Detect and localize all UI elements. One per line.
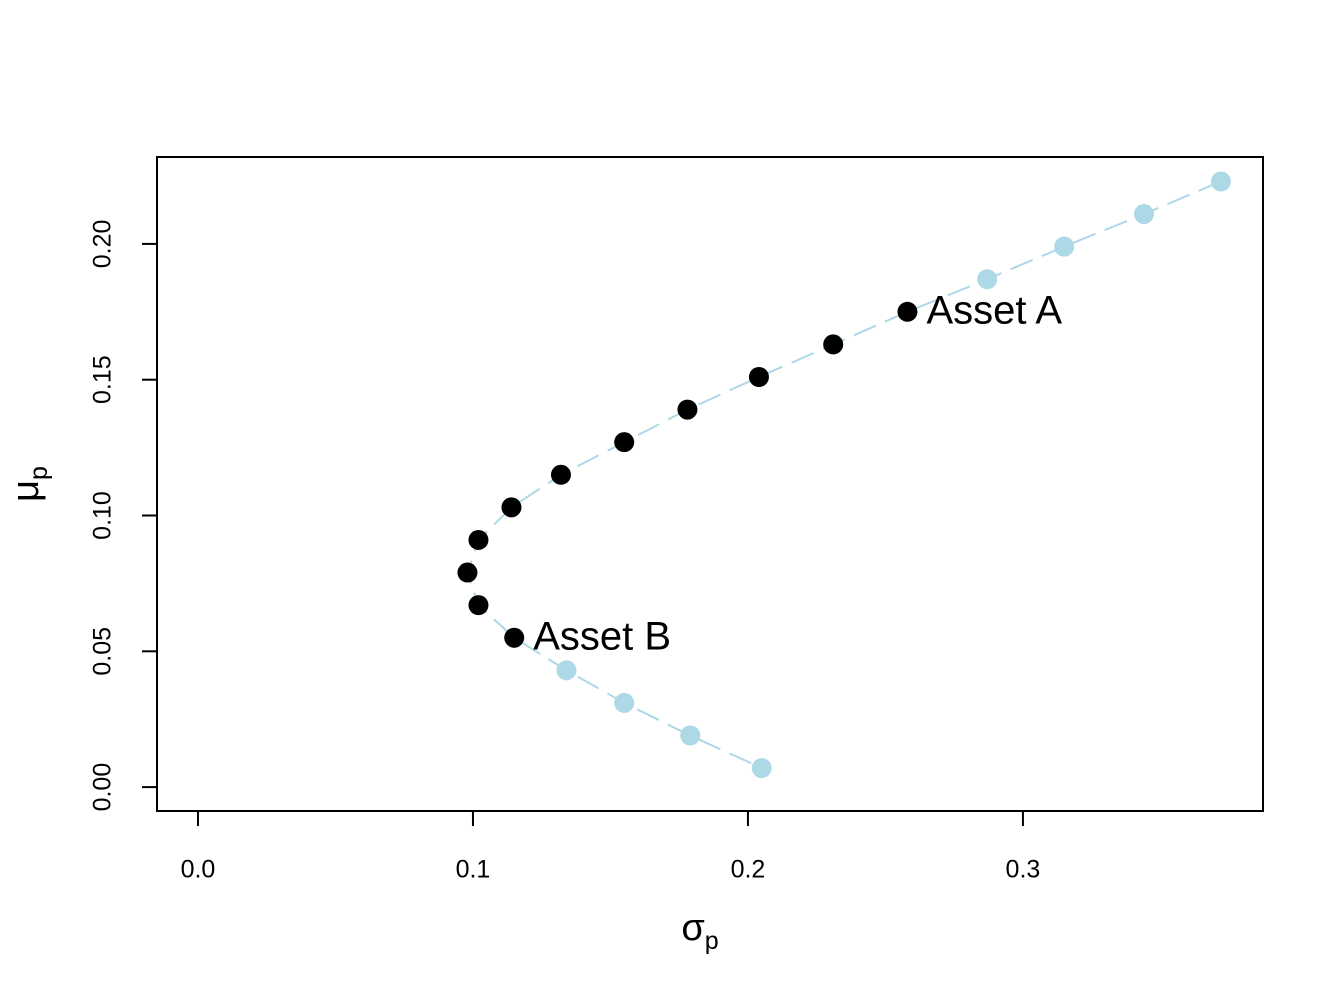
point (614, 692, 635, 713)
y-tick-label: 0.15 (89, 355, 117, 404)
point (614, 432, 635, 453)
point (897, 301, 918, 322)
x-tick-label: 0.0 (181, 856, 216, 884)
y-tick-label: 0.00 (89, 763, 117, 812)
annotation: Asset B (533, 614, 671, 658)
x-axis-subscript: p (705, 927, 719, 955)
point (468, 529, 489, 550)
frontier-line (466, 180, 1222, 769)
y-axis-symbol: μ (5, 480, 47, 502)
y-tick-label: 0.05 (89, 627, 117, 676)
y-tick-label: 0.20 (89, 220, 117, 269)
point (751, 758, 772, 779)
point (457, 562, 478, 583)
point (977, 269, 998, 290)
point (504, 627, 525, 648)
y-axis-subscript: p (25, 466, 53, 480)
x-tick-label: 0.3 (1006, 856, 1041, 884)
point (501, 497, 522, 518)
x-axis-symbol: σ (681, 907, 704, 949)
point (550, 464, 571, 485)
point (823, 334, 844, 355)
x-tick-label: 0.1 (456, 856, 491, 884)
point (1054, 236, 1075, 257)
y-tick-label: 0.10 (89, 491, 117, 540)
point (748, 366, 769, 387)
plot-frame (156, 156, 1264, 812)
point (468, 595, 489, 616)
x-axis-label: σp (681, 907, 718, 955)
point (1133, 204, 1154, 225)
point (677, 399, 698, 420)
y-axis-label: μp (5, 466, 53, 502)
point (1210, 171, 1231, 192)
point (680, 725, 701, 746)
point (556, 660, 577, 681)
x-tick-label: 0.2 (731, 856, 766, 884)
annotation: Asset A (926, 288, 1062, 332)
